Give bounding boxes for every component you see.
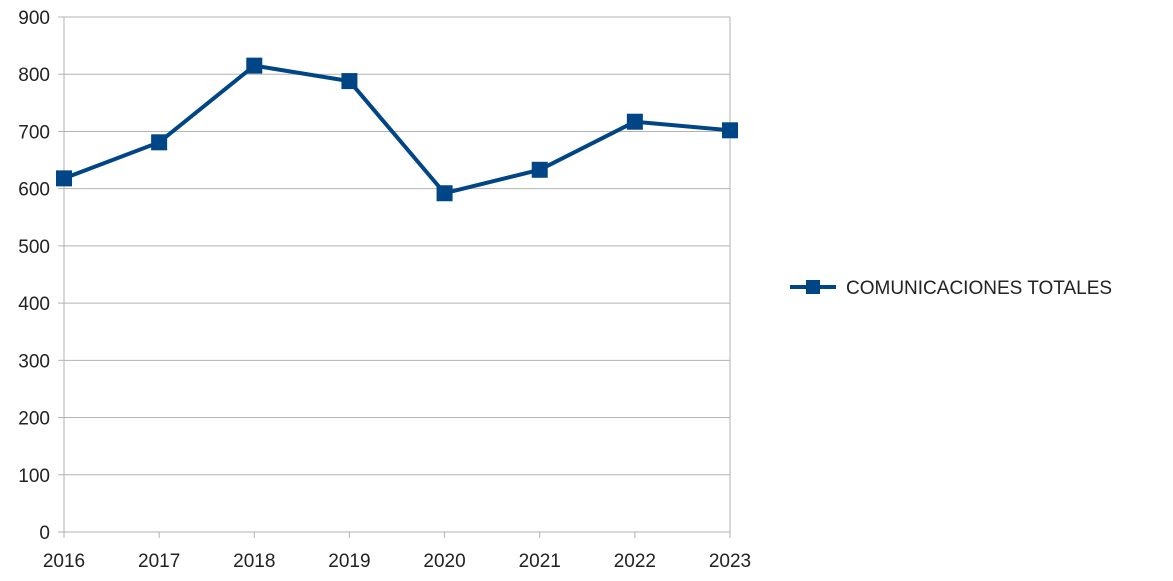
y-tick-label: 700 — [18, 122, 50, 143]
series-line — [63, 63, 731, 196]
y-tick-label: 100 — [18, 466, 50, 487]
data-point-marker — [341, 73, 358, 90]
y-tick-label: 300 — [18, 351, 50, 372]
data-point-marker — [722, 122, 738, 139]
data-point-marker — [56, 170, 72, 187]
y-tick-label: 0 — [39, 523, 50, 544]
data-point-marker — [626, 113, 643, 130]
grid-layer — [64, 16, 730, 533]
x-tick-label: 2018 — [233, 551, 275, 572]
y-tick-label: 200 — [18, 409, 50, 430]
legend-label: COMUNICACIONES TOTALES — [846, 278, 1112, 299]
y-tick-label: 900 — [18, 8, 50, 29]
data-point-marker — [531, 161, 548, 178]
y-tick-label: 500 — [18, 237, 50, 258]
x-tick-label: 2022 — [614, 551, 656, 572]
y-tick-label: 800 — [18, 65, 50, 86]
series-layer — [56, 57, 738, 202]
legend: COMUNICACIONES TOTALES — [790, 278, 1112, 299]
x-tick-label: 2019 — [328, 551, 370, 572]
x-tick-label: 2021 — [519, 551, 561, 572]
data-point-marker — [436, 185, 453, 202]
axis-layer — [63, 17, 731, 538]
data-point-marker — [246, 57, 263, 74]
y-tick-label: 400 — [18, 294, 50, 315]
y-axis-ticks: 0 100 200 300 400 500 600 700 800 900 — [18, 8, 64, 544]
y-tick-label: 600 — [18, 180, 50, 201]
x-tick-label: 2020 — [423, 551, 465, 572]
x-tick-label: 2017 — [138, 551, 180, 572]
x-tick-label: 2016 — [43, 551, 85, 572]
data-point-marker — [151, 134, 168, 151]
legend-marker-swatch — [806, 280, 820, 294]
x-axis-ticks: 2016 2017 2018 2019 2020 2021 2022 2023 — [43, 532, 751, 572]
x-tick-label: 2023 — [709, 551, 751, 572]
